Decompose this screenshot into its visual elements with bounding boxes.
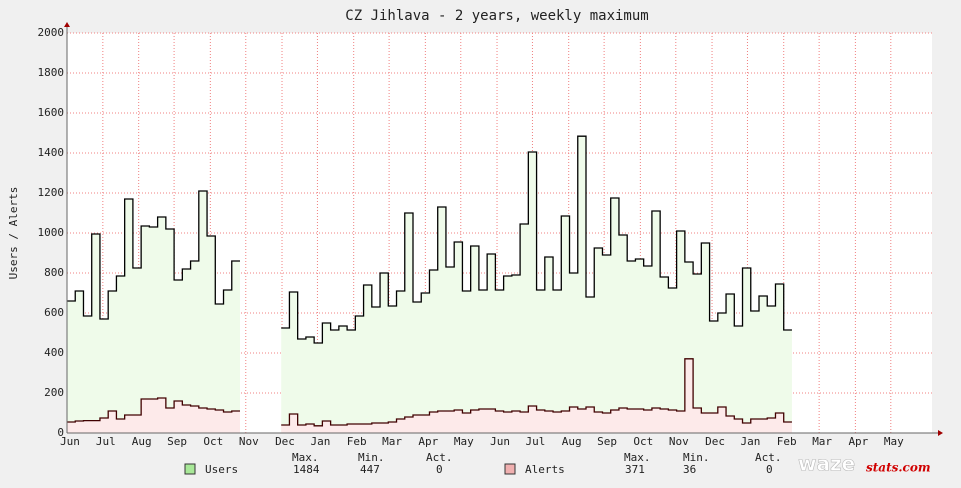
x-tick-label: Aug (132, 435, 152, 448)
x-tick-label: Sep (597, 435, 617, 448)
x-arrow (938, 430, 943, 436)
x-tick-label: Dec (705, 435, 725, 448)
x-tick-label: Oct (203, 435, 223, 448)
legend-label: Users (205, 463, 238, 476)
legend-swatch (504, 463, 516, 475)
y-tick-label: 2000 (38, 26, 65, 39)
x-tick-label: Dec (275, 435, 295, 448)
series-line (67, 358, 792, 427)
y-axis-label: Users / Alerts (7, 187, 20, 280)
y-tick-label: 0 (57, 426, 64, 439)
y-tick-label: 1600 (38, 106, 65, 119)
x-tick-label: Jul (96, 435, 116, 448)
legend-stat: 447 (360, 463, 380, 476)
y-tick-label: 1400 (38, 146, 65, 159)
x-tick-label: Feb (347, 435, 367, 448)
chart-title: CZ Jihlava - 2 years, weekly maximum (345, 8, 648, 24)
legend-stat: 0 (436, 463, 443, 476)
x-tick-label: Apr (418, 435, 438, 448)
x-tick-label: Jan (741, 435, 761, 448)
watermark-text: waze (798, 452, 855, 476)
y-tick-label: 400 (44, 346, 64, 359)
x-tick-label: Mar (812, 435, 832, 448)
legend-header: Act. (755, 451, 782, 464)
legend-header: Act. (426, 451, 453, 464)
y-tick-label: 1000 (38, 226, 65, 239)
y-tick-label: 200 (44, 386, 64, 399)
y-tick-label: 600 (44, 306, 64, 319)
x-tick-label: Jun (490, 435, 510, 448)
legend-header: Min. (358, 451, 385, 464)
legend-header: Max. (292, 451, 319, 464)
y-tick-label: 1800 (38, 66, 65, 79)
legend-stat: 1484 (293, 463, 320, 476)
x-tick-label: Mar (382, 435, 402, 448)
x-tick-label: Jul (526, 435, 546, 448)
x-tick-label: May (454, 435, 474, 448)
y-arrow (64, 22, 70, 27)
x-tick-label: Sep (167, 435, 187, 448)
x-tick-label: Nov (669, 435, 689, 448)
y-tick-label: 800 (44, 266, 64, 279)
series-line (67, 135, 792, 344)
x-tick-label: Feb (777, 435, 797, 448)
x-tick-label: May (884, 435, 904, 448)
legend-header: Min. (683, 451, 710, 464)
y-tick-label: 1200 (38, 186, 65, 199)
axes (64, 22, 943, 436)
marks (67, 135, 792, 433)
legend-stat: 0 (766, 463, 773, 476)
watermark-text: stats.com (866, 461, 931, 475)
legend-stat: 36 (683, 463, 696, 476)
legend-header: Max. (624, 451, 651, 464)
x-tick-label: Jun (60, 435, 80, 448)
legend-stat: 371 (625, 463, 645, 476)
legend-label: Alerts (525, 463, 565, 476)
series-area (67, 358, 792, 433)
x-tick-label: Nov (239, 435, 259, 448)
x-tick-label: Apr (848, 435, 868, 448)
legend-swatch (184, 463, 196, 475)
x-tick-label: Jan (311, 435, 331, 448)
x-tick-label: Aug (562, 435, 582, 448)
x-tick-label: Oct (633, 435, 653, 448)
watermark: waze stats.com (798, 451, 931, 476)
